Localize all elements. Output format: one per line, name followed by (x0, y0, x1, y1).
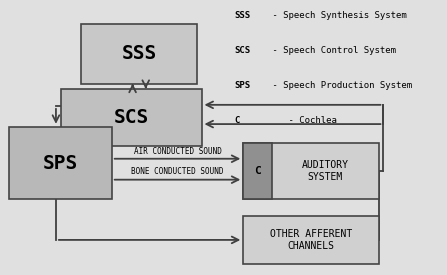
Text: - Cochlea: - Cochlea (267, 116, 337, 125)
FancyBboxPatch shape (243, 143, 272, 199)
FancyBboxPatch shape (243, 216, 379, 264)
Text: - Speech Production System: - Speech Production System (267, 81, 413, 90)
Text: SSS: SSS (234, 11, 251, 20)
Text: AIR CONDUCTED SOUND: AIR CONDUCTED SOUND (134, 147, 221, 155)
Text: BONE CONDUCTED SOUND: BONE CONDUCTED SOUND (131, 167, 224, 177)
Text: SSS: SSS (122, 45, 157, 64)
FancyBboxPatch shape (243, 143, 379, 199)
Text: - Speech Control System: - Speech Control System (267, 46, 396, 55)
Text: C: C (234, 116, 240, 125)
Text: SPS: SPS (43, 154, 78, 173)
Text: AUDITORY
SYSTEM: AUDITORY SYSTEM (302, 160, 349, 182)
FancyBboxPatch shape (81, 24, 197, 84)
Text: SCS: SCS (234, 46, 251, 55)
FancyBboxPatch shape (9, 127, 112, 199)
Text: OTHER AFFERENT
CHANNELS: OTHER AFFERENT CHANNELS (270, 229, 352, 251)
Text: SPS: SPS (234, 81, 251, 90)
Text: SCS: SCS (114, 108, 149, 127)
Text: C: C (254, 166, 261, 176)
FancyBboxPatch shape (61, 89, 202, 145)
Text: - Speech Synthesis System: - Speech Synthesis System (267, 11, 407, 20)
